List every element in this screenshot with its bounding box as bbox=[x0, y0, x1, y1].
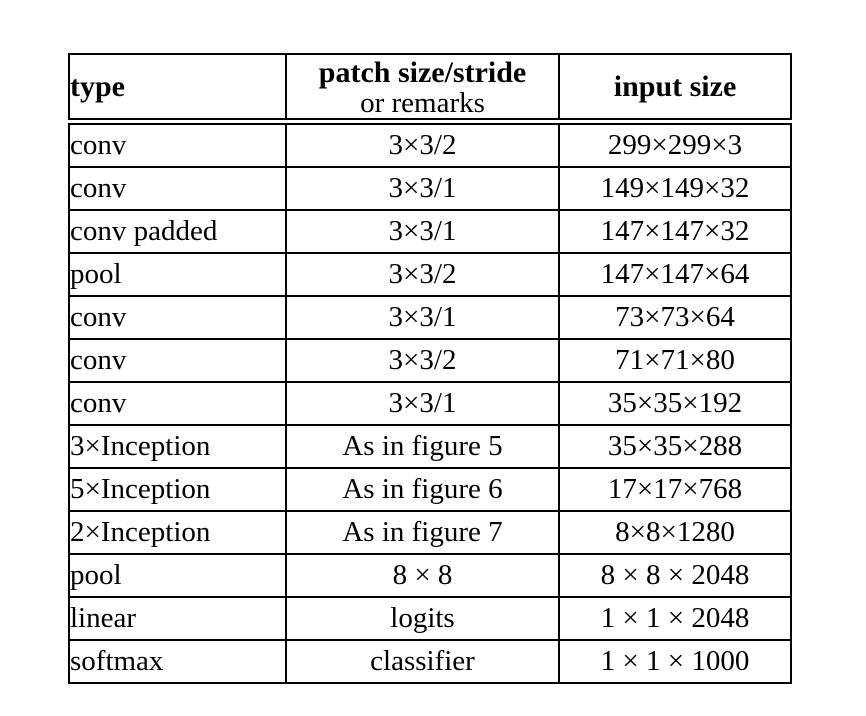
table-row: pool 8 × 8 8 × 8 × 2048 bbox=[68, 553, 792, 598]
table-row: 2×Inception As in figure 7 8×8×1280 bbox=[68, 510, 792, 555]
input-cell: 8×8×1280 bbox=[558, 510, 792, 555]
patch-cell: As in figure 6 bbox=[285, 467, 560, 512]
patch-cell: As in figure 5 bbox=[285, 424, 560, 469]
type-cell: conv bbox=[68, 120, 287, 168]
type-cell: conv padded bbox=[68, 209, 287, 254]
input-cell: 147×147×64 bbox=[558, 252, 792, 297]
column-header-type: type bbox=[68, 53, 287, 125]
column-header-input-size: input size bbox=[558, 53, 792, 125]
input-cell: 17×17×768 bbox=[558, 467, 792, 512]
table-row: linear logits 1 × 1 × 2048 bbox=[68, 596, 792, 641]
patch-cell: 3×3/2 bbox=[285, 252, 560, 297]
input-cell: 8 × 8 × 2048 bbox=[558, 553, 792, 598]
type-cell: 3×Inception bbox=[68, 424, 287, 469]
table-row: conv 3×3/1 149×149×32 bbox=[68, 166, 792, 211]
column-header-patch-line1: patch size/stride bbox=[318, 56, 527, 89]
patch-cell: classifier bbox=[285, 639, 560, 684]
column-header-patch-line2: or remarks bbox=[360, 87, 485, 119]
architecture-table: type patch size/stride or remarks input … bbox=[68, 53, 792, 684]
type-cell: 2×Inception bbox=[68, 510, 287, 555]
table-body: conv 3×3/2 299×299×3 conv 3×3/1 149×149×… bbox=[68, 120, 792, 684]
type-cell: pool bbox=[68, 553, 287, 598]
table-row: 5×Inception As in figure 6 17×17×768 bbox=[68, 467, 792, 512]
patch-cell: 3×3/2 bbox=[285, 338, 560, 383]
type-cell: 5×Inception bbox=[68, 467, 287, 512]
patch-cell: 3×3/1 bbox=[285, 381, 560, 426]
type-cell: conv bbox=[68, 338, 287, 383]
table-row: conv 3×3/1 73×73×64 bbox=[68, 295, 792, 340]
type-cell: linear bbox=[68, 596, 287, 641]
table-row: softmax classifier 1 × 1 × 1000 bbox=[68, 639, 792, 684]
patch-cell: logits bbox=[285, 596, 560, 641]
table-row: conv padded 3×3/1 147×147×32 bbox=[68, 209, 792, 254]
input-cell: 35×35×192 bbox=[558, 381, 792, 426]
column-header-patch-size: patch size/stride or remarks bbox=[285, 53, 560, 125]
table-row: conv 3×3/2 71×71×80 bbox=[68, 338, 792, 383]
type-cell: conv bbox=[68, 381, 287, 426]
type-cell: pool bbox=[68, 252, 287, 297]
patch-cell: 3×3/1 bbox=[285, 166, 560, 211]
patch-cell: 3×3/1 bbox=[285, 209, 560, 254]
patch-cell: 8 × 8 bbox=[285, 553, 560, 598]
table-header: type patch size/stride or remarks input … bbox=[68, 53, 792, 125]
header-row: type patch size/stride or remarks input … bbox=[68, 53, 792, 125]
input-cell: 71×71×80 bbox=[558, 338, 792, 383]
patch-cell: 3×3/1 bbox=[285, 295, 560, 340]
type-cell: softmax bbox=[68, 639, 287, 684]
type-cell: conv bbox=[68, 166, 287, 211]
table-row: 3×Inception As in figure 5 35×35×288 bbox=[68, 424, 792, 469]
patch-cell: 3×3/2 bbox=[285, 120, 560, 168]
type-cell: conv bbox=[68, 295, 287, 340]
patch-cell: As in figure 7 bbox=[285, 510, 560, 555]
table-row: pool 3×3/2 147×147×64 bbox=[68, 252, 792, 297]
input-cell: 35×35×288 bbox=[558, 424, 792, 469]
input-cell: 1 × 1 × 2048 bbox=[558, 596, 792, 641]
input-cell: 149×149×32 bbox=[558, 166, 792, 211]
input-cell: 1 × 1 × 1000 bbox=[558, 639, 792, 684]
table-row: conv 3×3/2 299×299×3 bbox=[68, 120, 792, 168]
input-cell: 147×147×32 bbox=[558, 209, 792, 254]
table-row: conv 3×3/1 35×35×192 bbox=[68, 381, 792, 426]
input-cell: 73×73×64 bbox=[558, 295, 792, 340]
input-cell: 299×299×3 bbox=[558, 120, 792, 168]
